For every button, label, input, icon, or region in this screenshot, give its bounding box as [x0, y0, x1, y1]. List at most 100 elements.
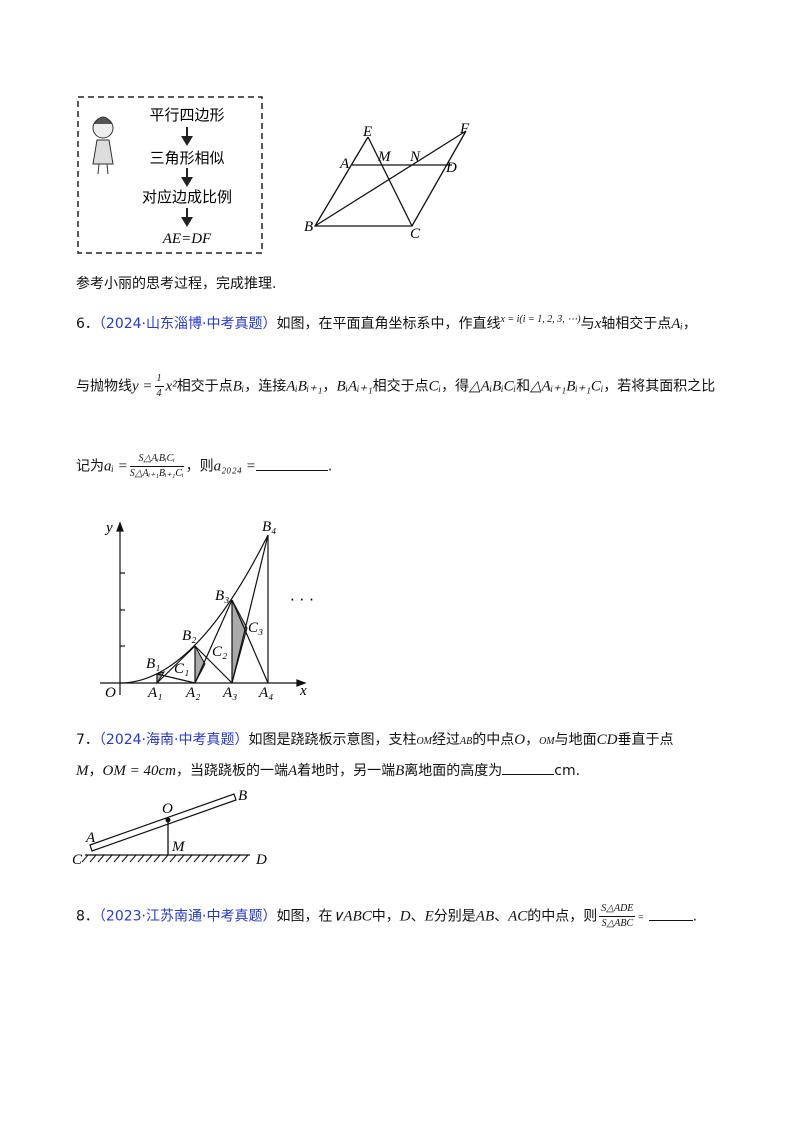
point-label: B₁	[146, 656, 160, 672]
math: CD	[596, 732, 618, 748]
text: ，	[682, 316, 697, 332]
figure2-lines	[119, 534, 269, 684]
text: 、	[494, 908, 509, 925]
source: （2024·海南·中考真题）	[98, 732, 249, 748]
text: 记为	[76, 458, 104, 475]
point-label: A₂	[185, 685, 200, 701]
math: △AᵢBᵢCᵢ	[469, 378, 517, 395]
problem-line: 8．（2023·江苏南通·中考真题）如图，在∨ABC中，D、E分别是AB、AC的…	[76, 902, 697, 931]
axis-label: x	[299, 683, 307, 699]
point-label: E	[362, 124, 372, 140]
text: 相交于点	[176, 378, 233, 395]
point-label: O	[105, 685, 116, 701]
math: M	[76, 763, 89, 779]
math: Bᵢ	[232, 378, 245, 395]
math: Cᵢ	[428, 378, 442, 395]
note: 参考小丽的思考过程，完成推理.	[76, 276, 277, 292]
text: 和	[516, 378, 531, 395]
point-label: M	[377, 149, 392, 165]
text: ，连接	[244, 378, 287, 395]
answer-blank	[648, 906, 693, 921]
point-label: D	[445, 160, 457, 176]
math: AB	[460, 736, 473, 747]
math: O	[514, 732, 526, 748]
numerator: 1	[154, 372, 164, 387]
number: 6．	[76, 316, 99, 332]
text: ，则	[185, 458, 214, 475]
math: a₂₀₂₄ =	[213, 458, 256, 475]
axis-label: y	[104, 520, 113, 536]
point-label: N	[409, 149, 421, 165]
text: .	[327, 458, 333, 475]
math: B	[395, 763, 405, 779]
point-label: O	[162, 801, 173, 817]
ellipsis: · · ·	[290, 591, 314, 609]
point-label: A₃	[222, 685, 237, 701]
text: ，	[322, 378, 337, 395]
point-label: D	[255, 852, 267, 868]
point-label: F	[459, 121, 470, 137]
text: 、	[410, 908, 425, 925]
answer-blank	[255, 456, 328, 471]
point-label: M	[171, 839, 186, 855]
problem-line: M，OM = 40cm，当跷跷板的一端A着地时，另一端B离地面的高度为 cm.	[76, 760, 580, 781]
problem-line: 6．（2024·山东淄博·中考真题）如图，在平面直角坐标系中，作直线x = i(…	[76, 310, 697, 334]
math: OM	[416, 736, 433, 747]
text: 轴相交于点	[601, 316, 672, 332]
math: BᵢAᵢ₊₁	[336, 378, 373, 395]
point-label: A₁	[147, 685, 162, 701]
text: 与地面	[554, 732, 597, 748]
answer-blank	[502, 760, 555, 775]
math: x = i(i = 1, 2, 3, ⋯)	[500, 314, 581, 325]
point-label: B	[238, 788, 247, 804]
problem-line: 记为aᵢ = S△AᵢBᵢCᵢ S△Aᵢ₊₁Bᵢ₊₁Cᵢ ，则a₂₀₂₄ =.	[76, 452, 332, 481]
text: 分别是	[433, 908, 476, 925]
text: 离地面的高度为	[404, 763, 503, 779]
text: 垂直于点	[617, 732, 674, 748]
text: ，得	[441, 378, 470, 395]
point-label: B₄	[262, 519, 276, 535]
number: 8．	[76, 908, 99, 925]
point-label: A₄	[258, 685, 273, 701]
numerator: S△ADE	[599, 902, 636, 917]
girl-icon	[92, 116, 114, 175]
point-label: B₂	[182, 628, 196, 644]
text: ，	[525, 732, 540, 748]
flow-step: 平行四边形	[149, 106, 224, 124]
point-label: C₂	[212, 644, 227, 660]
source: （2023·江苏南通·中考真题）	[98, 908, 277, 925]
text: 相交于点	[372, 378, 429, 395]
text: ，	[88, 763, 103, 779]
text: 的中点，则	[527, 908, 598, 925]
text: ，若将其面积之比	[603, 378, 716, 395]
math: D	[399, 908, 411, 925]
math: △Aᵢ₊₁Bᵢ₊₁Cᵢ	[530, 378, 604, 395]
problem-line: 7．（2024·海南·中考真题）如图是跷跷板示意图，支柱OM经过AB的中点O，O…	[76, 730, 673, 752]
math: x	[594, 316, 602, 332]
source: （2024·山东淄博·中考真题）	[98, 316, 277, 332]
math: x²	[165, 378, 177, 395]
point-label: A	[85, 830, 96, 846]
math: A	[287, 763, 298, 779]
text: 如图是跷跷板示意图，支柱	[248, 732, 417, 748]
math: AᵢBᵢ₊₁	[286, 378, 323, 395]
fraction: S△AᵢBᵢCᵢ S△Aᵢ₊₁Bᵢ₊₁Cᵢ	[129, 452, 184, 481]
text: 如图，在平面直角坐标系中，作直线	[276, 316, 501, 332]
text: 的中点	[472, 732, 515, 748]
flow-step: AE=DF	[162, 231, 212, 247]
fraction: S△ADE S△ABC	[599, 902, 636, 931]
problem-line: 与抛物线y = 1 4 x²相交于点Bᵢ，连接AᵢBᵢ₊₁，BᵢAᵢ₊₁相交于点Cᵢ，…	[76, 372, 715, 401]
math: =	[637, 912, 645, 924]
text: 与抛物线	[76, 378, 132, 395]
math: OM = 40cm	[102, 763, 176, 779]
text: 中，	[371, 908, 400, 925]
flowchart-box	[77, 96, 263, 254]
figure2-axes	[100, 521, 307, 695]
flow-step: 对应边成比例	[142, 188, 232, 206]
denominator: S△Aᵢ₊₁Bᵢ₊₁Cᵢ	[129, 468, 184, 479]
math: AB	[475, 908, 495, 925]
text: ，当跷跷板的一端	[175, 763, 288, 779]
